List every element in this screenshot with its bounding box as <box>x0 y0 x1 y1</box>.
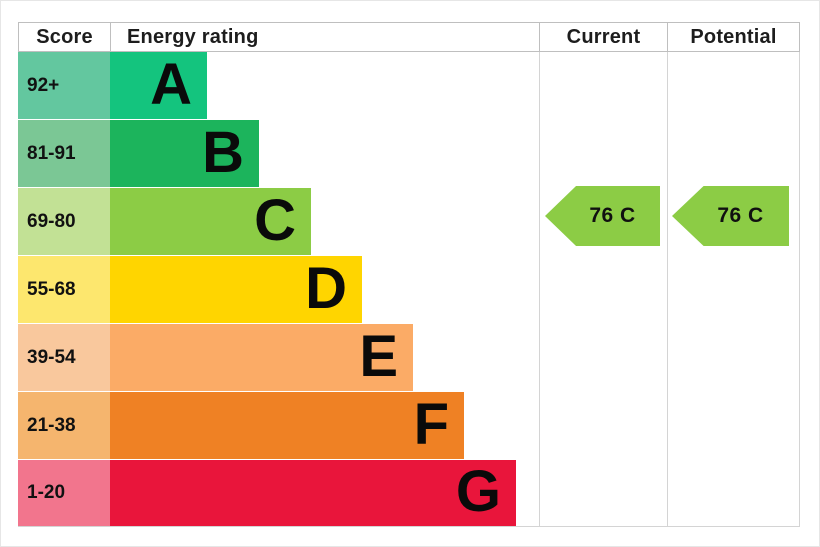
score-range-label: 21-38 <box>27 414 76 436</box>
energy-bands: 92+ A 81-91 B 69-80 C 55-68 <box>18 52 800 527</box>
score-column-header: Score <box>18 22 110 52</box>
band-bar: C <box>110 188 311 255</box>
band-row: 1-20 G <box>18 460 800 527</box>
band-row: 81-91 B <box>18 120 800 188</box>
column-divider-current-potential <box>667 52 668 527</box>
score-cell: 55-68 <box>18 256 110 323</box>
score-range-label: 55-68 <box>27 278 76 300</box>
score-range-label: 81-91 <box>27 142 76 164</box>
score-cell: 69-80 <box>18 188 110 255</box>
band-letter: B <box>202 119 244 185</box>
band-bar: G <box>110 460 516 526</box>
band-letter: C <box>254 187 296 253</box>
score-range-label: 69-80 <box>27 210 76 232</box>
band-bar: D <box>110 256 362 323</box>
score-cell: 39-54 <box>18 324 110 391</box>
energy-rating-column-header: Energy rating <box>110 22 539 52</box>
potential-rating-label: 76 C <box>717 204 764 227</box>
band-letter: F <box>413 391 449 457</box>
current-rating-label: 76 C <box>589 204 636 227</box>
table-right-border <box>799 52 800 527</box>
band-row: 21-38 F <box>18 392 800 460</box>
score-cell: 1-20 <box>18 460 110 526</box>
band-letter: G <box>455 459 501 524</box>
score-cell: 81-91 <box>18 120 110 187</box>
table-bottom-border <box>18 526 800 527</box>
score-cell: 92+ <box>18 52 110 119</box>
score-range-label: 92+ <box>27 74 60 96</box>
current-column-header: Current <box>539 22 667 52</box>
band-letter: A <box>150 51 192 117</box>
band-bar: F <box>110 392 464 459</box>
column-divider-energy-current <box>539 52 540 527</box>
score-cell: 21-38 <box>18 392 110 459</box>
band-letter: D <box>305 255 347 321</box>
band-bar: B <box>110 120 259 187</box>
potential-column-header: Potential <box>667 22 800 52</box>
score-range-label: 1-20 <box>27 482 66 503</box>
band-row: 39-54 E <box>18 324 800 392</box>
band-row: 92+ A <box>18 52 800 120</box>
band-bar: A <box>110 52 207 119</box>
band-row: 69-80 C <box>18 188 800 256</box>
band-bar: E <box>110 324 413 391</box>
score-range-label: 39-54 <box>27 346 76 368</box>
band-row: 55-68 D <box>18 256 800 324</box>
band-letter: E <box>359 323 398 389</box>
